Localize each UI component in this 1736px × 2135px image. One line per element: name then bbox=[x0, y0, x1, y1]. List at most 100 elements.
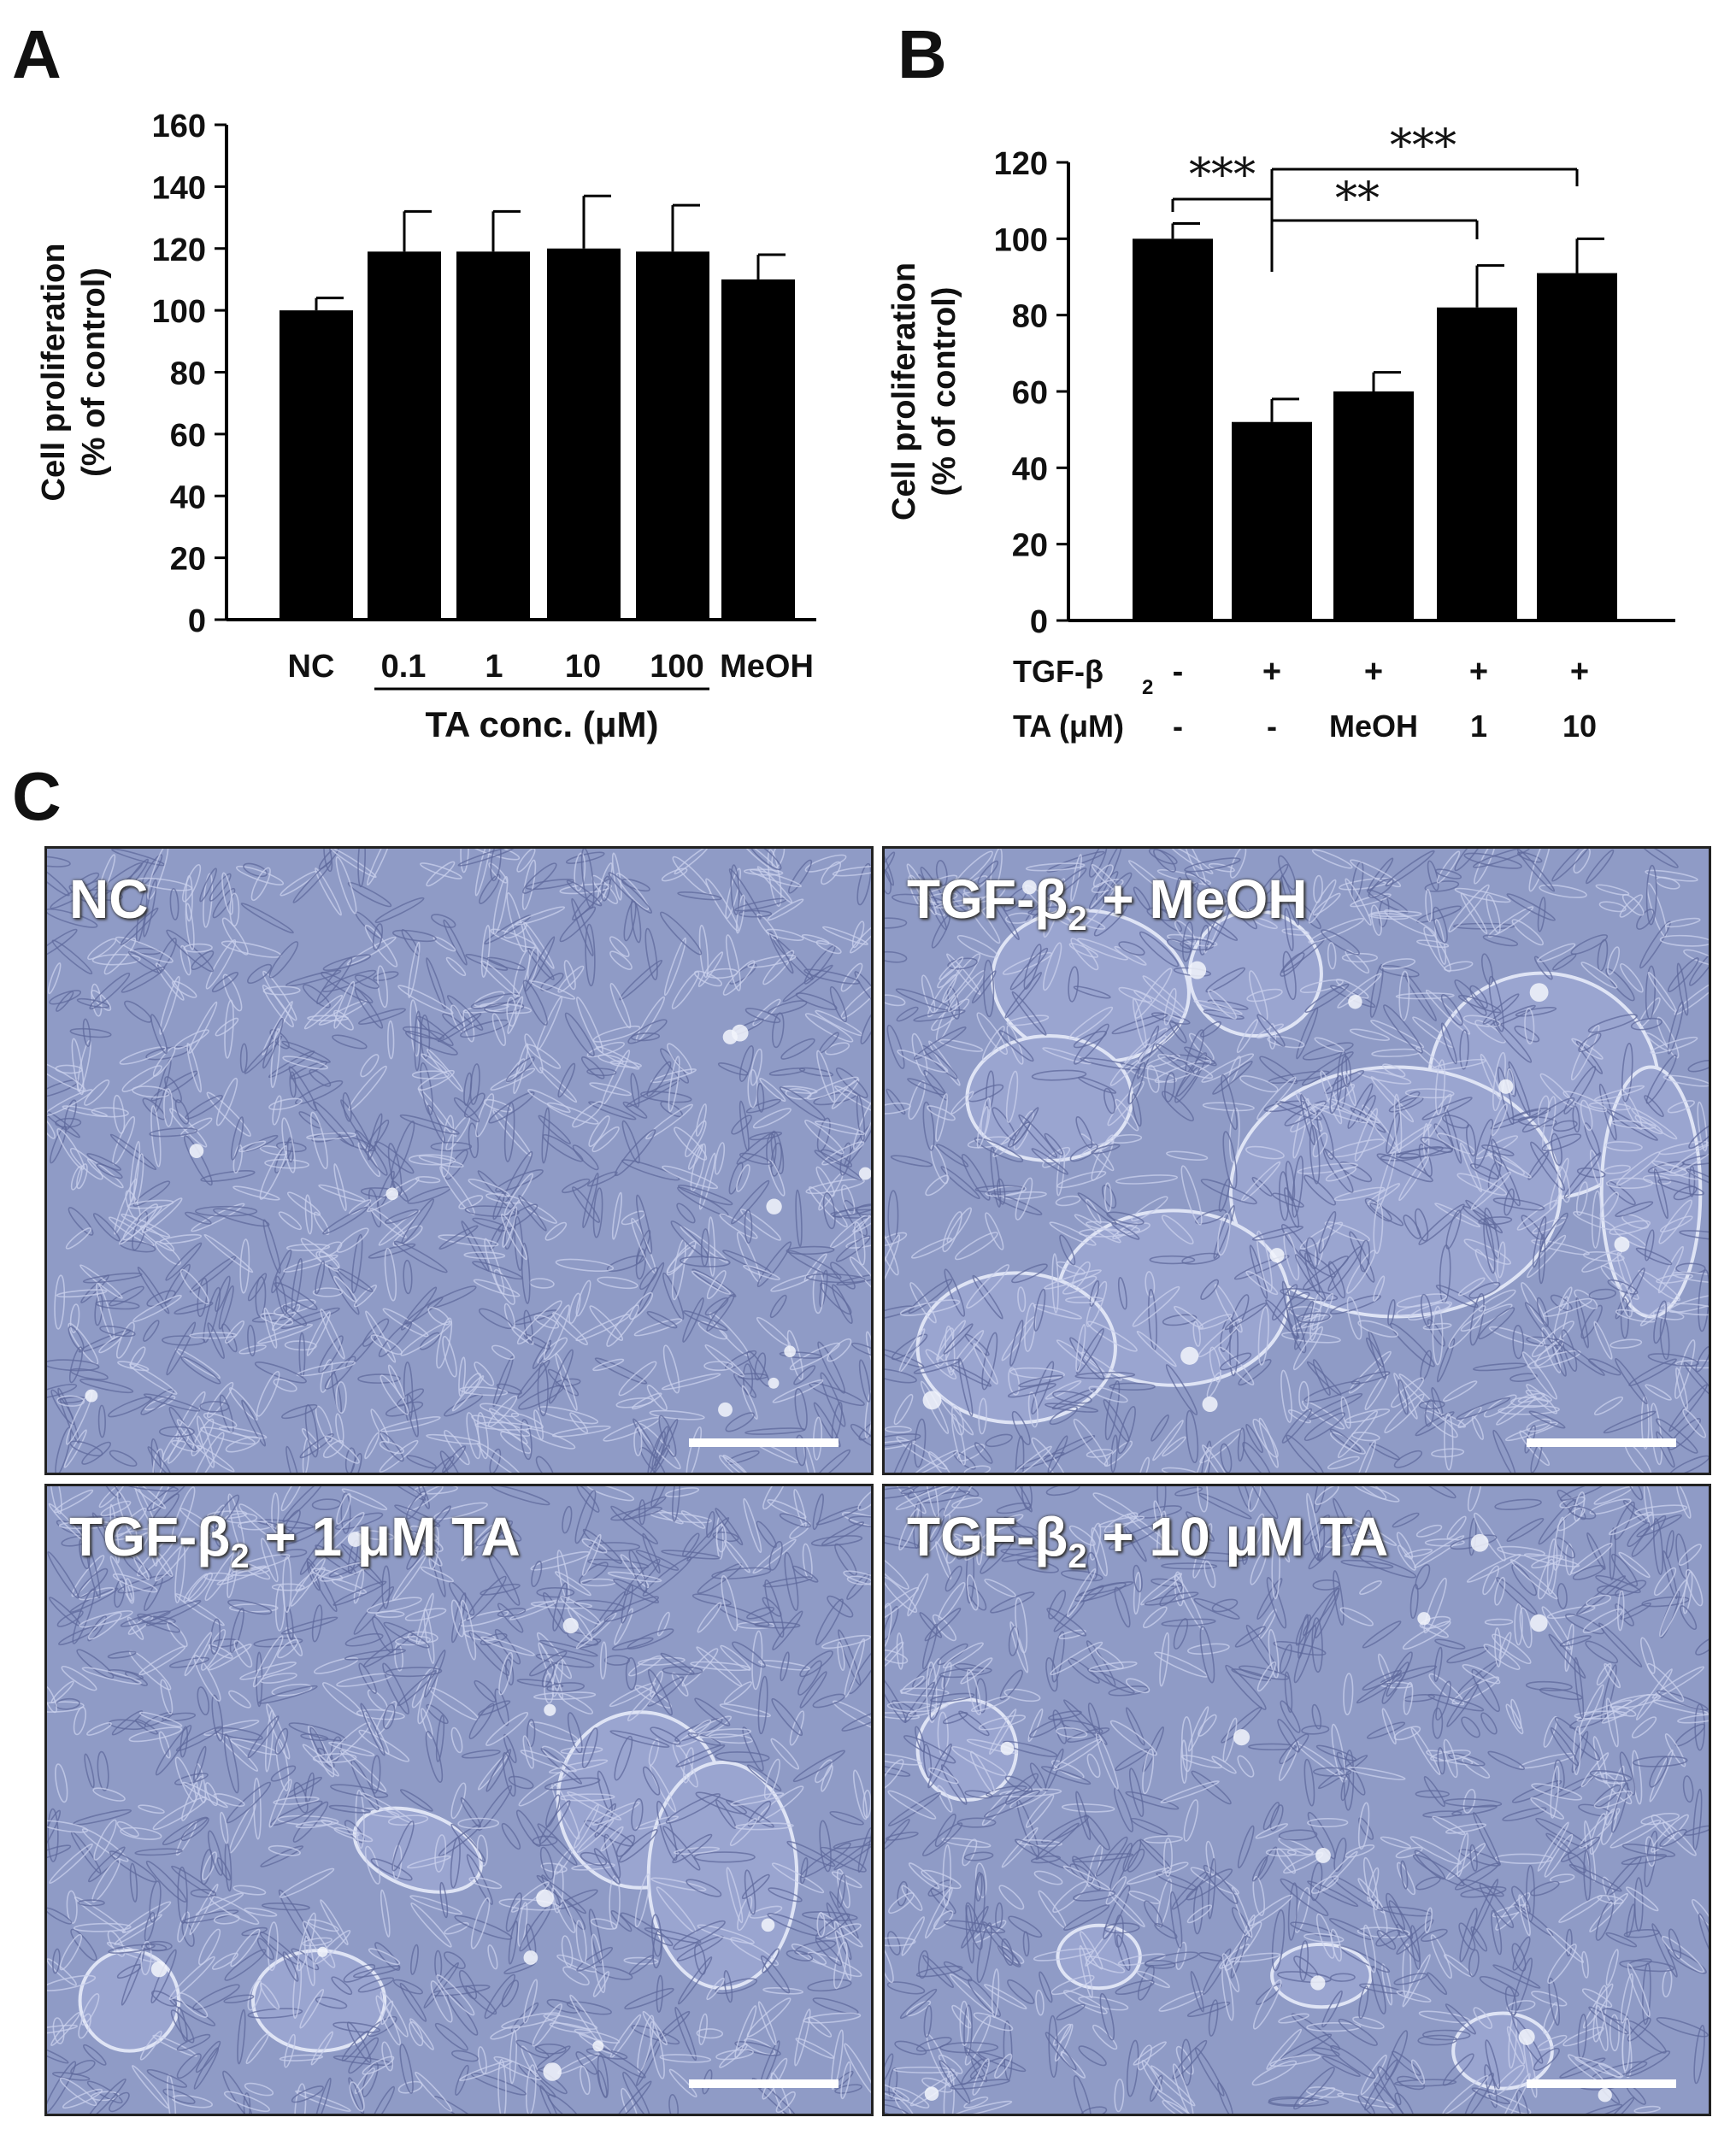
cell bbox=[744, 2038, 775, 2056]
cell bbox=[936, 1144, 969, 1167]
cell bbox=[660, 911, 703, 956]
cell bbox=[458, 1356, 467, 1397]
cell bbox=[956, 1817, 997, 1828]
cell bbox=[51, 939, 93, 975]
cell bbox=[406, 1544, 425, 1570]
cell bbox=[1271, 1536, 1280, 1600]
cell bbox=[174, 1099, 190, 1125]
cell bbox=[393, 1240, 448, 1273]
y-tick-label: 20 bbox=[170, 542, 206, 578]
cell bbox=[1045, 2032, 1077, 2071]
cell bbox=[786, 1245, 835, 1256]
cell bbox=[47, 856, 71, 868]
cell bbox=[224, 999, 234, 1059]
cell bbox=[1562, 1091, 1608, 1113]
cell bbox=[1505, 1703, 1524, 1735]
cell bbox=[1519, 1752, 1577, 1769]
cell bbox=[853, 1221, 866, 1266]
cell bbox=[574, 1599, 626, 1612]
cell bbox=[1487, 1160, 1501, 1191]
cell bbox=[1385, 850, 1435, 887]
cell bbox=[1586, 849, 1615, 885]
cell bbox=[211, 1694, 224, 1742]
cell bbox=[1056, 2003, 1086, 2020]
cell bbox=[1605, 1697, 1619, 1748]
cell bbox=[370, 2085, 396, 2114]
cell bbox=[480, 1632, 508, 1646]
cell bbox=[1208, 989, 1238, 1020]
cell bbox=[1259, 1056, 1298, 1085]
cell bbox=[1294, 1886, 1310, 1933]
cell bbox=[466, 1575, 507, 1621]
cell bbox=[1098, 1515, 1145, 1528]
cell bbox=[47, 1809, 62, 1853]
cell bbox=[333, 1163, 347, 1212]
cell bbox=[459, 2060, 513, 2081]
cell bbox=[1080, 1133, 1115, 1172]
cell bbox=[292, 1801, 329, 1843]
cell bbox=[159, 1233, 203, 1244]
cell bbox=[943, 1323, 974, 1355]
cell bbox=[609, 950, 633, 970]
cell bbox=[575, 1920, 587, 1964]
cell bbox=[71, 1038, 85, 1096]
cell bbox=[698, 2013, 709, 2046]
cell bbox=[1160, 1780, 1220, 1804]
cell bbox=[417, 1535, 444, 1552]
cell bbox=[578, 1562, 609, 1585]
cell bbox=[557, 965, 585, 993]
cell bbox=[1423, 926, 1451, 973]
cell bbox=[799, 1671, 827, 1709]
cell bbox=[741, 1385, 758, 1420]
cell bbox=[169, 1108, 208, 1148]
cell bbox=[147, 1523, 158, 1567]
cell bbox=[1659, 1215, 1693, 1232]
cell bbox=[382, 1308, 429, 1338]
cell bbox=[600, 1826, 624, 1852]
cell bbox=[885, 994, 906, 1007]
cell bbox=[833, 1835, 871, 1850]
cell bbox=[1662, 1550, 1678, 1600]
cell bbox=[999, 1669, 1023, 1701]
cell bbox=[661, 1373, 721, 1391]
significance-label: *** bbox=[1189, 150, 1256, 201]
cell bbox=[659, 2054, 712, 2063]
cell bbox=[407, 1486, 444, 1512]
cell bbox=[59, 1933, 83, 1971]
cell bbox=[697, 1924, 755, 1944]
cell bbox=[1462, 1664, 1501, 1685]
cell bbox=[1650, 1403, 1662, 1466]
cell bbox=[1297, 1162, 1358, 1174]
cell bbox=[951, 2004, 973, 2029]
cell bbox=[1569, 1714, 1607, 1729]
cell bbox=[247, 963, 273, 985]
cell bbox=[1224, 1303, 1268, 1331]
cell bbox=[1667, 957, 1699, 992]
cell bbox=[1632, 1756, 1688, 1767]
cell bbox=[1645, 1384, 1672, 1401]
cell bbox=[228, 1387, 258, 1421]
cell bbox=[1445, 1823, 1487, 1834]
cell bbox=[963, 1851, 994, 1862]
bright-cell bbox=[536, 1889, 554, 1908]
cell bbox=[537, 1823, 578, 1867]
cell bbox=[1653, 1168, 1669, 1220]
cell bbox=[281, 1525, 323, 1545]
cell bbox=[1527, 1234, 1567, 1279]
cell bbox=[1280, 938, 1326, 973]
cell bbox=[565, 851, 605, 864]
cell bbox=[129, 1862, 138, 1903]
cell bbox=[167, 1620, 188, 1648]
cell-texture bbox=[885, 1486, 1709, 2114]
cell bbox=[1199, 1626, 1215, 1684]
cell bbox=[1045, 1486, 1080, 1497]
cell bbox=[150, 1070, 198, 1102]
cell bbox=[662, 1666, 703, 1676]
cell bbox=[47, 1551, 79, 1599]
cell bbox=[586, 1068, 617, 1077]
cell bbox=[354, 988, 384, 1029]
cell bbox=[227, 1599, 273, 1615]
cell bbox=[200, 1849, 213, 1885]
cell bbox=[392, 929, 437, 943]
cell bbox=[981, 1332, 998, 1391]
